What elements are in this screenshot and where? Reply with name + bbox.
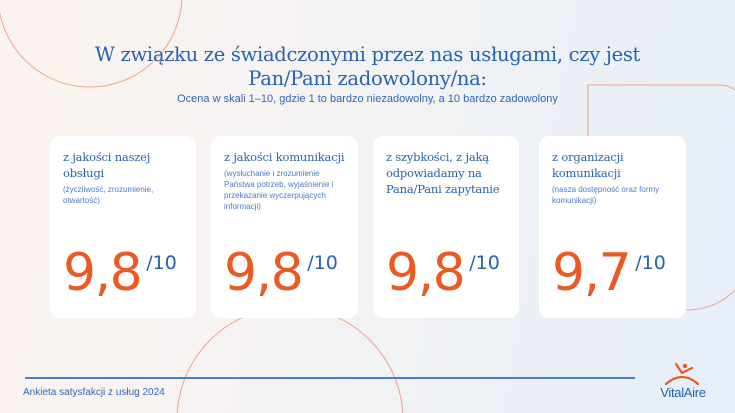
- card-title: z jakości naszej obsługi: [63, 150, 151, 180]
- rating-card-response-speed: z szybkości, z jaką odpowiadamy na Pana/…: [373, 136, 519, 318]
- title-line-1: W związku ze świadczonymi przez nas usłu…: [94, 43, 641, 66]
- score-max: /10: [307, 252, 338, 274]
- rating-card-service-quality: z jakości naszej obsługi (życzliwość, zr…: [50, 136, 196, 318]
- score-value: 9,8: [386, 243, 466, 303]
- card-note: (życzliwość, zrozumienie, otwartość): [63, 185, 154, 205]
- rating-card-communication-organization: z organizacji komunikacji (nasza dostępn…: [539, 136, 686, 318]
- score-max: /10: [635, 252, 666, 274]
- score-max: /10: [146, 252, 177, 274]
- card-title: z organizacji komunikacji: [552, 150, 624, 180]
- footer-caption: Ankieta satysfakcji z usług 2024: [23, 387, 165, 398]
- page-subtitle: Ocena w skali 1–10, gdzie 1 to bardzo ni…: [177, 93, 558, 105]
- score-value: 9,8: [224, 243, 304, 303]
- score: 9,7 /10: [552, 246, 666, 300]
- score-value: 9,8: [63, 243, 143, 303]
- score-value: 9,7: [552, 243, 632, 303]
- card-note: (nasza dostępność oraz formy komunikacji…: [552, 185, 660, 205]
- logo-text: VitalAire: [660, 385, 706, 400]
- footer-divider: [25, 377, 635, 379]
- rating-card-communication-quality: z jakości komunikacji (wysłuchanie i zro…: [211, 136, 358, 318]
- score: 9,8 /10: [386, 246, 500, 300]
- title-line-2: Pan/Pani zadowolony/na:: [248, 67, 487, 90]
- vitalaire-logo: VitalAire: [652, 358, 714, 402]
- score: 9,8 /10: [224, 246, 338, 300]
- page-title: W związku ze świadczonymi przez nas usłu…: [0, 43, 735, 91]
- score-max: /10: [469, 252, 500, 274]
- score: 9,8 /10: [63, 246, 177, 300]
- card-title: z szybkości, z jaką odpowiadamy na Pana/…: [386, 150, 500, 196]
- person-jumping-icon: [664, 362, 700, 386]
- card-note: (wysłuchanie i zrozumienie Państwa potrz…: [224, 169, 334, 211]
- card-title: z jakości komunikacji: [224, 150, 345, 164]
